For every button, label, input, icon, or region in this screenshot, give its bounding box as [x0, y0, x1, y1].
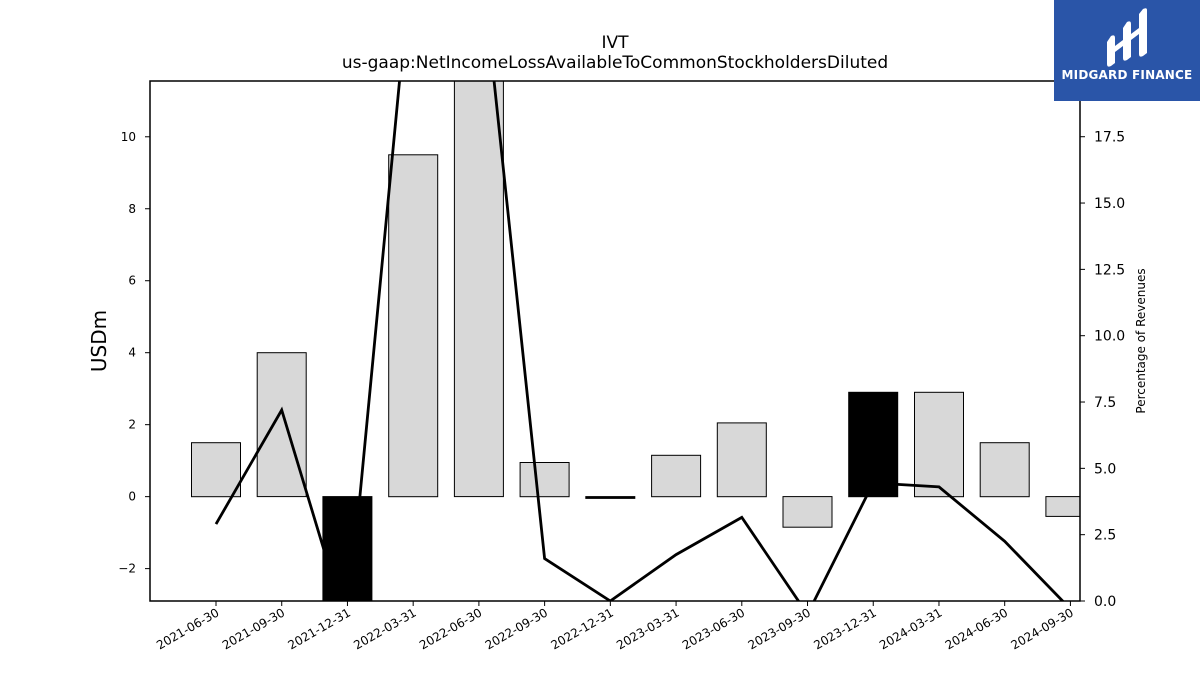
x-tick-label: 2023-09-30: [746, 605, 813, 652]
y-tick-label: 10: [121, 130, 136, 144]
y2-tick-label: 5.0: [1094, 461, 1116, 477]
bar: [848, 391, 899, 498]
y-tick-label: 6: [128, 274, 136, 288]
bar: [585, 496, 636, 499]
y-tick-label: −2: [118, 562, 136, 576]
line-series: [214, 81, 1065, 601]
x-tick-label: 2024-09-30: [1009, 605, 1076, 652]
x-tick-label: 2024-03-31: [877, 605, 944, 652]
x-tick-label: 2022-03-31: [351, 605, 418, 652]
bar: [914, 391, 964, 498]
bar-series: [191, 81, 1080, 601]
bar: [388, 154, 439, 498]
bar: [1045, 496, 1080, 517]
bar: [453, 81, 504, 498]
bar: [716, 422, 767, 498]
bar: [191, 442, 241, 498]
x-tick-label: 2021-12-31: [286, 605, 353, 652]
bar: [322, 496, 373, 601]
y-axis-label: USDm: [87, 310, 111, 372]
y2-axis-label: Percentage of Revenues: [1134, 268, 1148, 413]
x-tick-label: 2022-09-30: [483, 605, 550, 652]
x-tick-label: 2021-09-30: [220, 605, 287, 652]
bar: [782, 496, 833, 528]
x-tick-label: 2023-06-30: [680, 605, 747, 652]
y2-tick-label: 0.0: [1094, 594, 1116, 610]
x-tick-label: 2021-06-30: [154, 605, 221, 652]
chart-subtitle: us-gaap:NetIncomeLossAvailableToCommonSt…: [342, 53, 888, 73]
y2-tick-label: 12.5: [1094, 262, 1125, 278]
y-tick-label: 8: [128, 202, 136, 216]
bar: [979, 442, 1030, 498]
bar: [651, 454, 702, 498]
line-path: [214, 81, 1065, 601]
brand-name: MIDGARD FINANCE: [1061, 68, 1193, 82]
y2-tick-label: 10.0: [1094, 329, 1125, 345]
midgard-logo-icon: [1107, 8, 1147, 67]
bar: [519, 462, 570, 498]
y2-tick-label: 17.5: [1094, 130, 1125, 146]
x-tick-label: 2023-03-31: [614, 605, 681, 652]
plot-frame: [149, 80, 1081, 602]
brand-logo: MIDGARD FINANCE: [1054, 0, 1200, 101]
y2-tick-label: 7.5: [1094, 395, 1116, 411]
y-tick-label: 2: [128, 418, 136, 432]
y2-tick-label: 2.5: [1094, 528, 1116, 544]
chart-title: IVT: [601, 33, 629, 53]
x-tick-label: 2023-12-31: [811, 605, 878, 652]
y-tick-label: 4: [128, 346, 136, 360]
y2-tick-label: 15.0: [1094, 196, 1125, 212]
y-tick-label: 0: [128, 490, 136, 504]
x-tick-label: 2024-06-30: [943, 605, 1010, 652]
bar: [256, 352, 307, 498]
x-tick-label: 2022-06-30: [417, 605, 484, 652]
x-tick-label: 2022-12-31: [548, 605, 615, 652]
